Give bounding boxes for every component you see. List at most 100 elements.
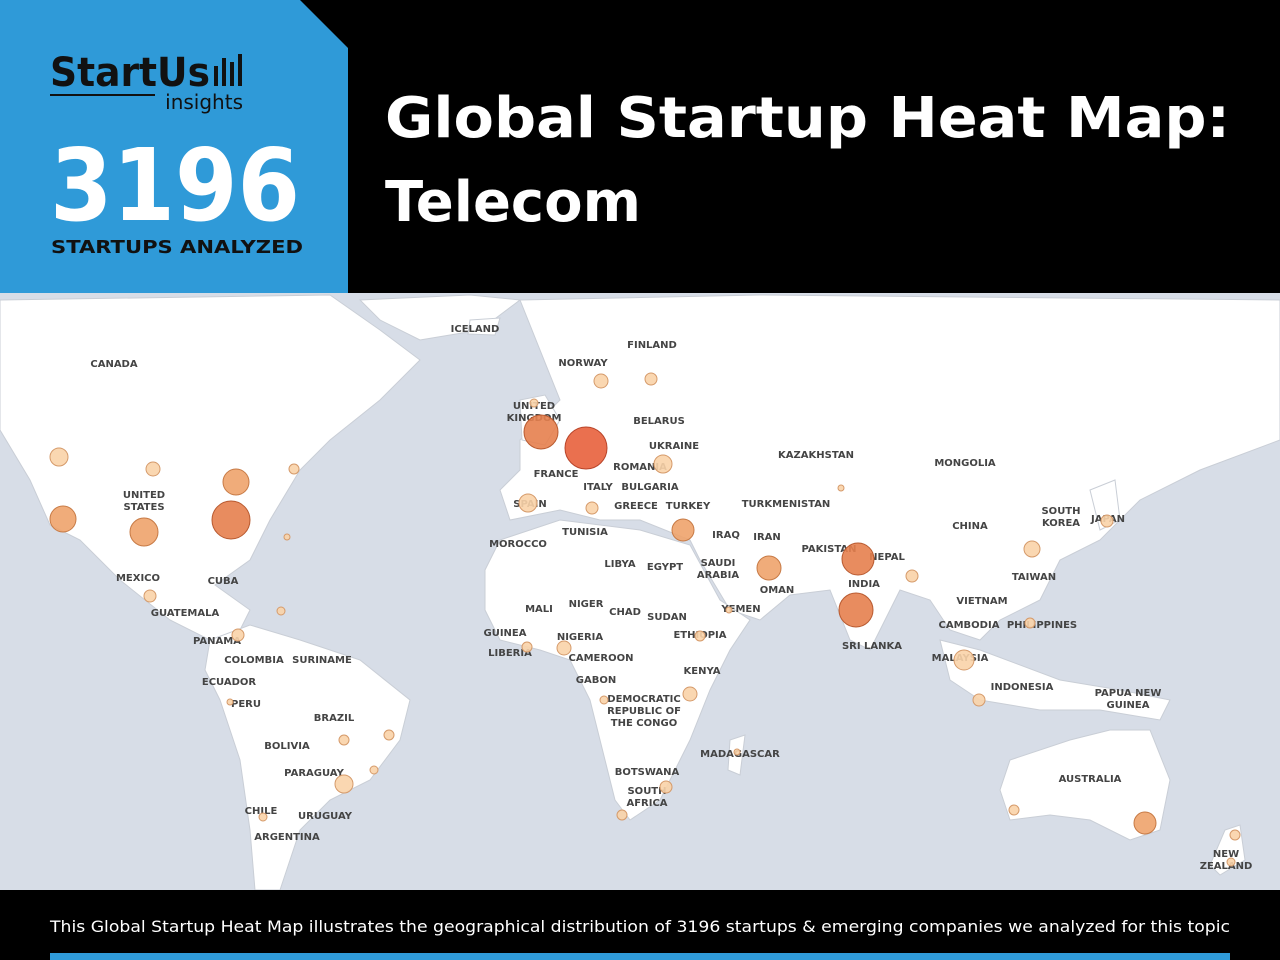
bubble [1229, 829, 1241, 841]
bubble [145, 461, 161, 477]
country-label: INDONESIA [991, 682, 1054, 693]
country-label: TURKEY [666, 501, 711, 512]
bubble [1100, 514, 1114, 528]
bubble [1226, 857, 1236, 867]
footer-band [0, 890, 1280, 960]
country-label: SRI LANKA [842, 641, 902, 652]
country-label: IRAQ [712, 530, 740, 541]
country-label: NIGERIA [557, 632, 604, 643]
bubble [529, 398, 539, 408]
bubble [756, 555, 782, 581]
country-label: AFRICA [626, 798, 667, 809]
bubble [682, 686, 698, 702]
bubble [1024, 617, 1036, 629]
country-label: SUDAN [647, 612, 687, 623]
footer-text: This Global Startup Heat Map illustrates… [49, 917, 1230, 936]
bubble [564, 426, 608, 470]
country-label: CAMBODIA [939, 620, 1000, 631]
bubble [338, 734, 350, 746]
country-label: MALI [525, 604, 553, 615]
bubble [369, 765, 379, 775]
bubble [953, 649, 975, 671]
country-label: REPUBLIC OF [607, 706, 681, 717]
country-label: DEMOCRATIC [607, 694, 680, 705]
stat-panel [0, 0, 348, 293]
country-label: KAZAKHSTAN [778, 450, 854, 461]
country-label: KOREA [1042, 518, 1080, 529]
country-label: NEW [1213, 849, 1239, 860]
bubble [837, 484, 845, 492]
country-label: URUGUAY [298, 811, 353, 822]
country-label: TURKMENISTAN [742, 499, 831, 510]
country-label: UKRAINE [649, 441, 699, 452]
stat-number: 3196 [50, 127, 300, 244]
logo-sub: insights [165, 90, 243, 114]
country-label: BELARUS [633, 416, 685, 427]
country-labels: ICELANDCANADANORWAYFINLANDUNITEDKINGDOMB… [90, 324, 1252, 872]
bubble [523, 414, 559, 450]
country-label: TUNISIA [562, 527, 608, 538]
startup-bubbles [49, 372, 1241, 867]
country-label: ICELAND [451, 324, 500, 335]
country-label: COLOMBIA [224, 655, 284, 666]
country-label: ROMANIA [613, 462, 667, 473]
bubble [521, 641, 533, 653]
country-label: FINLAND [627, 340, 677, 351]
bubble [653, 454, 673, 474]
country-label: GUINEA [1107, 700, 1150, 711]
bubble [226, 698, 234, 706]
bubble [616, 809, 628, 821]
bubble [276, 606, 286, 616]
country-label: CUBA [208, 576, 239, 587]
bubble [905, 569, 919, 583]
country-label: CHINA [952, 521, 988, 532]
title-line: Telecom [385, 170, 641, 235]
country-label: PANAMA [193, 636, 241, 647]
country-label: PAPUA NEW [1095, 688, 1162, 699]
country-label: BULGARIA [621, 482, 678, 493]
bubble [593, 373, 609, 389]
country-label: SOUTH [627, 786, 666, 797]
country-label: PARAGUAY [284, 768, 344, 779]
country-label: OMAN [760, 585, 795, 596]
country-label: INDIA [848, 579, 880, 590]
bubble [841, 542, 875, 576]
country-label: SAUDI [701, 558, 736, 569]
country-label: SOUTH [1041, 506, 1080, 517]
country-label: BOLIVIA [264, 741, 310, 752]
country-label: AUSTRALIA [1059, 774, 1122, 785]
country-label: STATES [123, 502, 164, 513]
bubble [334, 774, 354, 794]
stat-label: STARTUPS ANALYZED [51, 237, 303, 258]
logo-name: StartUs [50, 50, 210, 96]
logo-bars [214, 54, 242, 86]
bubble [258, 812, 268, 822]
bubble [288, 463, 300, 475]
country-label: GABON [576, 675, 616, 686]
bubble [49, 505, 77, 533]
bubble [694, 630, 706, 642]
country-label: ZEALAND [1200, 861, 1253, 872]
country-label: MADAGASCAR [700, 749, 780, 760]
country-label: PAKISTAN [802, 544, 857, 555]
country-label: CANADA [90, 359, 137, 370]
bubble [143, 589, 157, 603]
country-label: IRAN [753, 532, 781, 543]
country-label: GUINEA [484, 628, 527, 639]
bubble [556, 640, 572, 656]
country-label: MONGOLIA [934, 458, 996, 469]
country-label: NEPAL [869, 552, 905, 563]
bubble [644, 372, 658, 386]
bubble [733, 748, 741, 756]
country-label: NORWAY [558, 358, 608, 369]
country-label: BOTSWANA [615, 767, 680, 778]
country-label: MEXICO [116, 573, 160, 584]
country-label: UNITED [123, 490, 165, 501]
country-label: ITALY [583, 482, 613, 493]
bubble [1023, 540, 1041, 558]
country-label: THE CONGO [611, 718, 677, 729]
country-label: CAMEROON [569, 653, 634, 664]
country-label: GREECE [614, 501, 658, 512]
bubble [383, 729, 395, 741]
country-label: MOROCCO [489, 539, 547, 550]
